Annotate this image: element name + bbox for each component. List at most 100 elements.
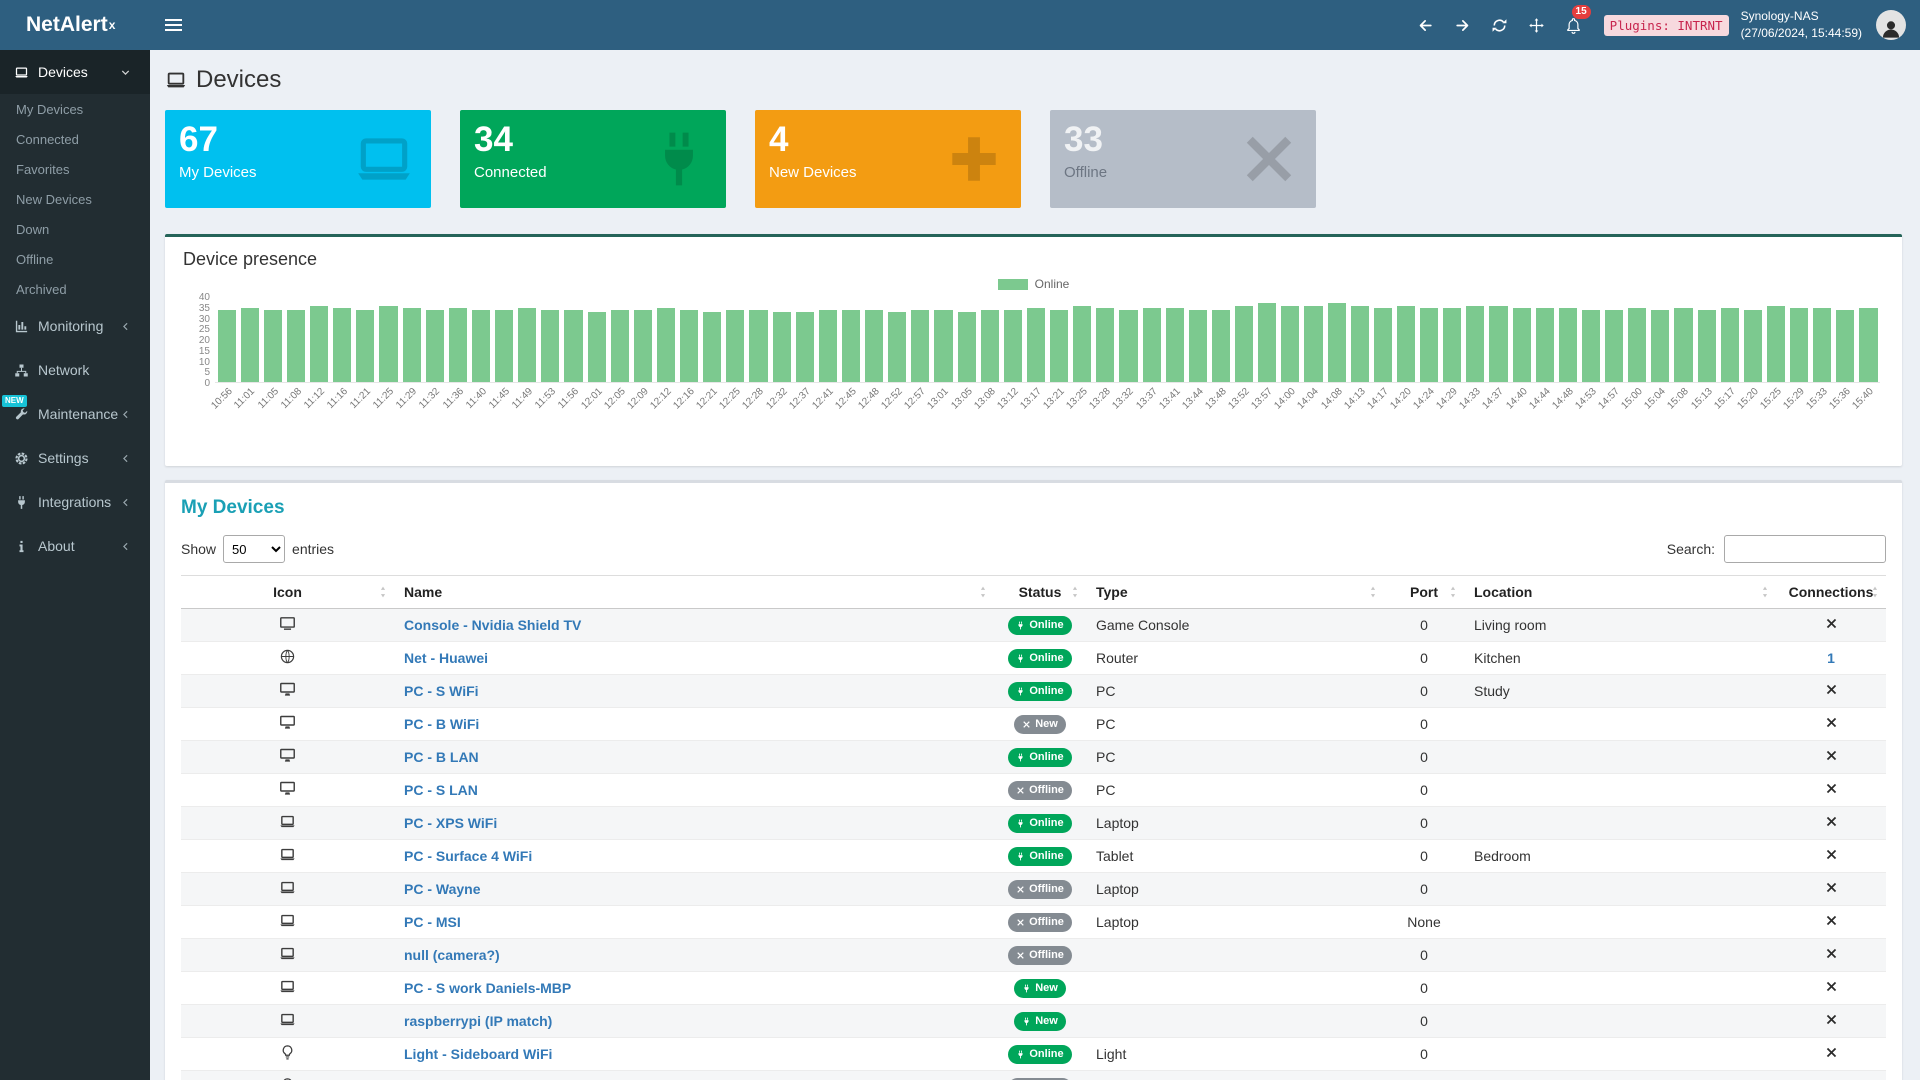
- device-name-link[interactable]: PC - S LAN: [404, 782, 478, 798]
- server-info: Synology-NAS (27/06/2024, 15:44:59): [1741, 8, 1862, 43]
- x-tick-label: 12:48: [856, 386, 882, 412]
- column-header-type[interactable]: Type: [1086, 575, 1384, 609]
- connections-count-link[interactable]: 1: [1827, 650, 1835, 666]
- presence-bar: [1327, 303, 1346, 382]
- status-badge-offline: Offline: [1008, 879, 1072, 899]
- x-tick-label: 15:29: [1781, 386, 1807, 412]
- column-header-connections[interactable]: Connections: [1776, 575, 1886, 609]
- legend-label: Online: [1034, 277, 1070, 291]
- sidebar-item-integrations[interactable]: Integrations: [0, 480, 150, 524]
- x-tick-label: 13:44: [1180, 386, 1206, 412]
- device-name-link[interactable]: PC - S work Daniels-MBP: [404, 980, 572, 996]
- sidebar-item-about[interactable]: About: [0, 524, 150, 568]
- device-type-cell: Game Console: [1086, 608, 1384, 642]
- status-label: New: [1035, 981, 1058, 994]
- device-name-link[interactable]: Net - Huawei: [404, 650, 489, 666]
- search-input[interactable]: [1724, 535, 1886, 563]
- presence-bar: [286, 309, 305, 382]
- sidebar-item-monitoring[interactable]: Monitoring: [0, 304, 150, 348]
- devices-table: Icon Name Status Type Port Location Connection…: [181, 575, 1886, 1080]
- y-tick-label: 10: [198, 356, 210, 368]
- nav-forward-button[interactable]: [1444, 0, 1481, 50]
- presence-bar: [425, 309, 444, 382]
- summary-box-new-devices[interactable]: 4 New Devices: [755, 110, 1021, 208]
- device-name-link[interactable]: Console - Nvidia Shield TV: [404, 617, 582, 633]
- move-arrows-icon: [1528, 17, 1545, 34]
- column-header-status[interactable]: Status: [994, 575, 1086, 609]
- device-name-link[interactable]: PC - Surface 4 WiFi: [404, 848, 533, 864]
- column-header-location[interactable]: Location: [1464, 575, 1776, 609]
- presence-bar: [1304, 305, 1323, 382]
- device-row: Console - Nvidia Shield TV Online Game Con…: [181, 608, 1886, 642]
- device-name-link[interactable]: raspberrypi (IP match): [404, 1013, 553, 1029]
- plug-icon: [1016, 819, 1025, 828]
- notifications-button[interactable]: 15: [1555, 0, 1592, 50]
- status-label: New: [1035, 1014, 1058, 1027]
- summary-box-connected[interactable]: 34 Connected: [460, 110, 726, 208]
- refresh-button[interactable]: [1481, 0, 1518, 50]
- sidebar-subitem-archived[interactable]: Archived: [16, 281, 67, 297]
- device-location-cell: [1464, 971, 1776, 1005]
- x-tick-label: 11:08: [278, 386, 304, 411]
- summary-label: Connected: [474, 163, 547, 181]
- user-avatar[interactable]: [1876, 10, 1906, 40]
- nav-back-button[interactable]: [1407, 0, 1444, 50]
- status-badge-online: Online: [1008, 813, 1072, 833]
- x-tick-label: 13:25: [1064, 386, 1090, 412]
- plugins-status-badge[interactable]: Plugins: INTRNT: [1603, 14, 1729, 36]
- x-tick-label: 14:08: [1318, 386, 1345, 412]
- x-tick-label: 11:53: [533, 386, 559, 411]
- sidebar-item-network[interactable]: Network: [0, 348, 150, 392]
- device-name-link[interactable]: PC - B WiFi: [404, 716, 480, 732]
- sidebar-item-settings[interactable]: Settings: [0, 436, 150, 480]
- device-icon-cell: [181, 905, 394, 939]
- device-name-link[interactable]: PC - XPS WiFi: [404, 815, 498, 831]
- column-header-icon[interactable]: Icon: [181, 575, 394, 609]
- presence-bar: [1512, 307, 1531, 382]
- device-name-link[interactable]: Light - Sideboard WiFi: [404, 1046, 553, 1062]
- device-name-link[interactable]: null (camera?): [404, 947, 500, 963]
- sidebar-subitem-connected[interactable]: Connected: [16, 131, 79, 147]
- device-icon-cell: [181, 938, 394, 972]
- sort-icon: [978, 585, 988, 599]
- sidebar-subitem-down[interactable]: Down: [16, 221, 50, 237]
- sidebar-subitem-favorites[interactable]: Favorites: [16, 161, 70, 177]
- summary-box-my-devices[interactable]: 67 My Devices: [165, 110, 431, 208]
- move-layout-button[interactable]: [1518, 0, 1555, 50]
- presence-bar: [471, 309, 490, 382]
- presence-bar: [310, 305, 329, 382]
- chart-plot-area: 10:56 11:01 11:05 11:08 11:12 11:16 11:21 11:25…: [209, 297, 1880, 433]
- sidebar-item-label: Integrations: [38, 494, 112, 510]
- column-header-name[interactable]: Name: [394, 575, 994, 609]
- device-name-link[interactable]: PC - B LAN: [404, 749, 479, 765]
- network-icon: [14, 363, 29, 378]
- device-type-cell: Laptop: [1086, 905, 1384, 939]
- table-search-control: Search:: [1667, 535, 1886, 563]
- app-logo[interactable]: NetAlert x: [0, 0, 150, 50]
- sidebar-item-maintenance[interactable]: NEW Maintenance: [0, 392, 150, 436]
- device-name-link[interactable]: PC - S WiFi: [404, 683, 479, 699]
- device-name-link[interactable]: PC - Wayne: [404, 881, 481, 897]
- x-icon: [1022, 720, 1031, 729]
- device-icon-cell: [181, 1070, 394, 1080]
- column-header-port[interactable]: Port: [1384, 575, 1464, 609]
- x-tick-label: 12:57: [902, 386, 929, 412]
- sidebar-subitem-my-devices[interactable]: My Devices: [16, 101, 84, 117]
- x-tick-label: 11:49: [510, 386, 535, 411]
- device-status-cell: New: [994, 707, 1086, 741]
- device-connections-cell: [1776, 773, 1886, 807]
- summary-box-offline[interactable]: 33 Offline: [1050, 110, 1316, 208]
- status-label: Online: [1029, 750, 1064, 763]
- sidebar-subitem-offline[interactable]: Offline: [16, 251, 54, 267]
- sidebar-item-devices[interactable]: Devices: [0, 50, 150, 94]
- entries-select[interactable]: 50: [223, 535, 286, 563]
- server-time: (27/06/2024, 15:44:59): [1740, 26, 1862, 40]
- device-name-link[interactable]: PC - MSI: [404, 914, 461, 930]
- sidebar-toggle-button[interactable]: [150, 0, 196, 50]
- sidebar-subitem-new-devices[interactable]: New Devices: [16, 191, 92, 207]
- x-tick-label: 12:25: [717, 386, 744, 412]
- device-row: PC - XPS WiFi Online Laptop 0: [181, 806, 1886, 840]
- x-tick-label: 14:57: [1596, 386, 1622, 412]
- column-label: Port: [1410, 584, 1438, 600]
- device-row: PC - Wayne Offline Laptop 0: [181, 872, 1886, 906]
